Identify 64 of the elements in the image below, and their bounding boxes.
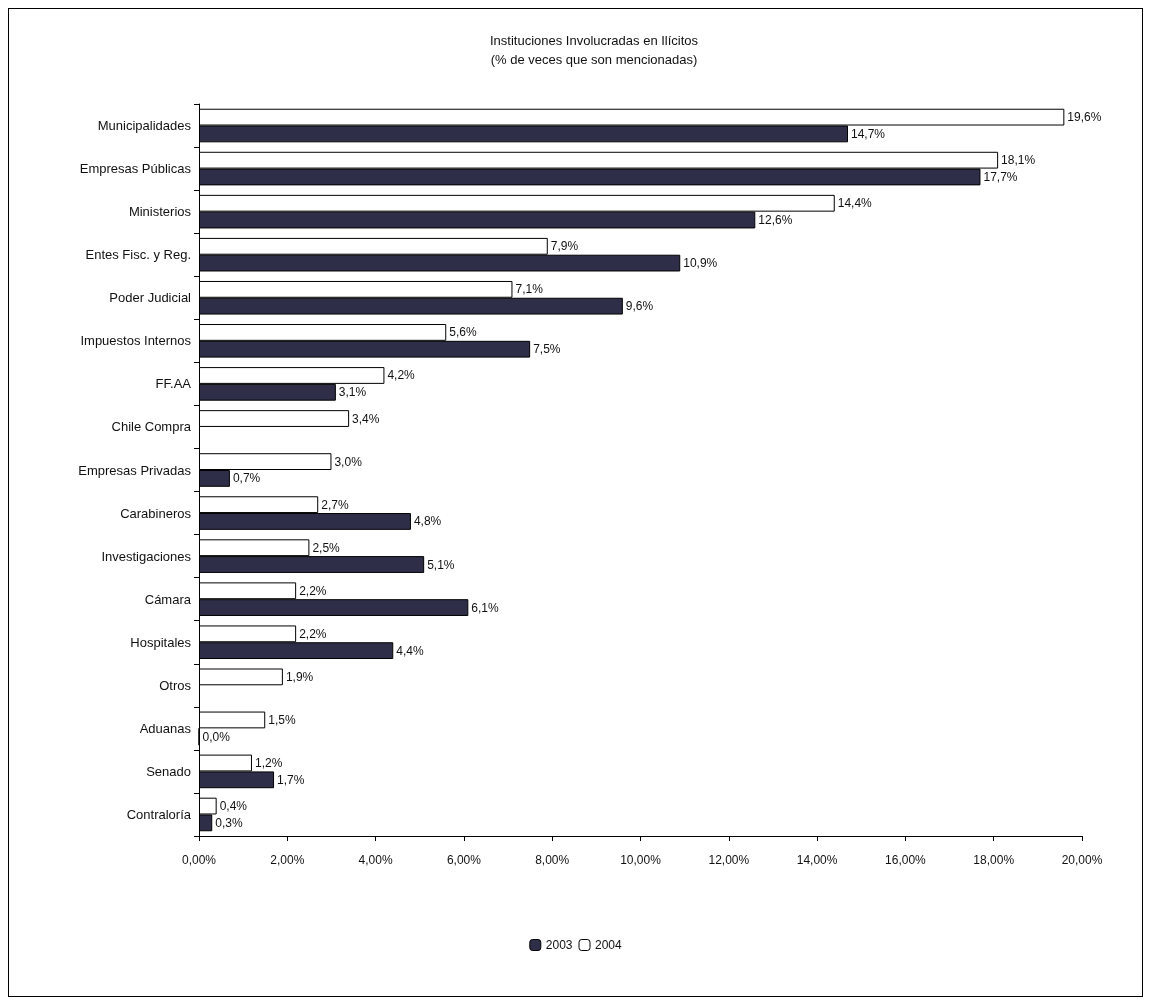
data-label: 0,0% xyxy=(202,729,231,744)
y-tick-label: Cámara xyxy=(144,591,192,607)
legend-label: 2004 xyxy=(595,938,623,952)
legend-label: 2003 xyxy=(545,938,573,952)
data-label: 3,4% xyxy=(352,411,380,426)
x-tick-label: 20,00% xyxy=(1061,853,1103,867)
y-tick-label: Ministerios xyxy=(128,204,192,220)
chart-title: Instituciones Involucradas en Ilícitos xyxy=(489,33,699,48)
x-tick-label: 14,00% xyxy=(796,853,838,867)
chart-subtitle: (% de veces que son mencionadas) xyxy=(490,52,698,67)
x-tick-label: 12,00% xyxy=(708,853,750,867)
data-label: 0,4% xyxy=(219,799,248,814)
data-label: 4,4% xyxy=(396,643,424,658)
x-tick-label: 16,00% xyxy=(885,853,927,867)
data-label: 17,7% xyxy=(983,169,1018,184)
x-tick-label: 4,00% xyxy=(358,853,393,867)
data-label: 18,1% xyxy=(1001,153,1036,168)
y-tick-label: Municipalidades xyxy=(97,118,192,134)
y-tick-label: Aduanas xyxy=(139,720,192,736)
y-tick-label: FF.AA xyxy=(155,376,192,392)
data-label: 14,4% xyxy=(837,196,873,211)
y-tick-label: Poder Judicial xyxy=(109,290,192,306)
data-label: 0,7% xyxy=(232,471,261,486)
y-tick-label: Chile Compra xyxy=(111,419,192,435)
y-tick-label: Hospitales xyxy=(130,634,192,650)
data-label: 1,2% xyxy=(254,756,283,771)
data-label: 3,0% xyxy=(334,454,363,469)
data-label: 2,7% xyxy=(321,497,349,512)
y-tick-label: Impuestos Internos xyxy=(80,333,192,349)
data-label: 19,6% xyxy=(1067,110,1102,125)
data-label: 3,1% xyxy=(338,385,367,400)
y-tick-label: Entes Fisc. y Reg. xyxy=(85,247,191,263)
y-tick-label: Empresas Privadas xyxy=(78,462,192,478)
data-label: 7,9% xyxy=(550,239,579,254)
data-label: 12,6% xyxy=(758,213,793,228)
data-label: 1,9% xyxy=(285,669,314,684)
data-label: 7,1% xyxy=(515,282,544,297)
data-label: 4,8% xyxy=(413,514,442,529)
y-tick-label: Investigaciones xyxy=(101,548,192,564)
x-tick-label: 6,00% xyxy=(446,853,482,867)
y-tick-label: Otros xyxy=(159,677,192,693)
x-tick-label: 2,00% xyxy=(270,853,305,867)
x-tick-label: 10,00% xyxy=(620,853,662,867)
data-label: 7,5% xyxy=(533,342,561,357)
data-label: 1,7% xyxy=(277,772,305,787)
x-tick-label: 18,00% xyxy=(973,853,1015,867)
data-label: 5,1% xyxy=(427,557,455,572)
data-label: 5,6% xyxy=(449,325,477,340)
data-label: 4,2% xyxy=(387,368,416,383)
data-label: 1,5% xyxy=(268,712,296,727)
y-tick-label: Contraloría xyxy=(126,806,192,822)
data-label: 0,3% xyxy=(215,815,243,830)
data-label: 2,2% xyxy=(299,583,327,598)
x-tick-label: 8,00% xyxy=(535,853,570,867)
data-label: 6,1% xyxy=(471,600,499,615)
data-label: 2,2% xyxy=(299,626,327,641)
y-tick-label: Empresas Públicas xyxy=(79,161,192,177)
data-label: 10,9% xyxy=(683,256,718,271)
x-tick-label: 0,00% xyxy=(181,853,217,867)
data-label: 14,7% xyxy=(851,126,886,141)
y-tick-label: Senado xyxy=(146,763,191,779)
data-label: 9,6% xyxy=(625,299,654,314)
data-label: 2,5% xyxy=(312,540,341,555)
y-tick-label: Carabineros xyxy=(120,505,192,521)
